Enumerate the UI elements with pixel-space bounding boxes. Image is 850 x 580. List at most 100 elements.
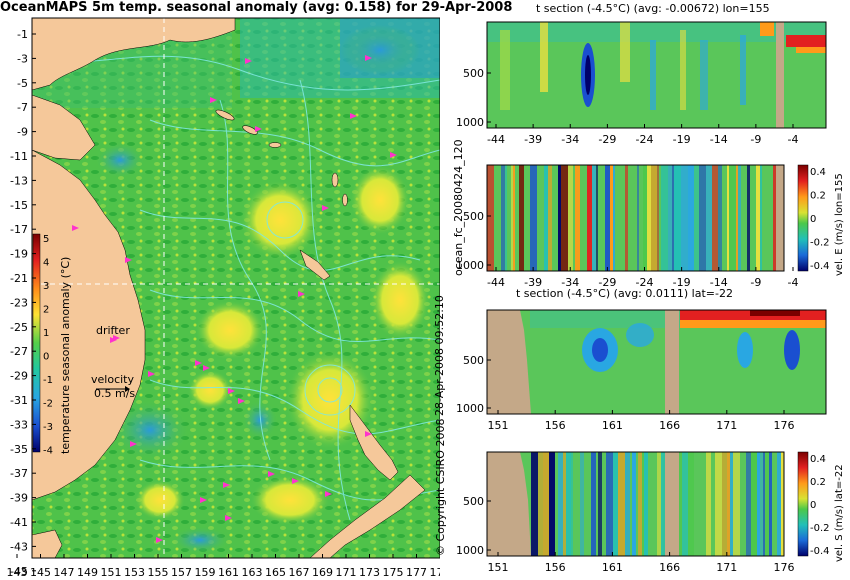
v-section-lat-colorbar xyxy=(797,451,809,557)
section-x-tick-label: -29 xyxy=(598,276,616,289)
lat-tick-label: -5 xyxy=(17,77,28,90)
section-y-tick-label: 500 xyxy=(463,210,484,223)
lat-tick-label: -9 xyxy=(17,126,28,139)
lat-tick-label: -13 xyxy=(10,174,28,187)
lat-tick-label: -15 xyxy=(10,199,28,212)
section-x-tick-label: -9 xyxy=(750,276,761,289)
section-x-tick-label: 176 xyxy=(774,561,795,574)
section-x-tick-label: -9 xyxy=(750,133,761,146)
section-y-tick-label: 500 xyxy=(463,67,484,80)
section-x-tick-label: 161 xyxy=(602,419,623,432)
drifter-legend-icon xyxy=(113,335,120,341)
lon-tick-label: 143 xyxy=(7,566,28,579)
velocity-label: velocity xyxy=(91,373,134,386)
section-x-tick-label: -34 xyxy=(561,276,579,289)
colorbar-tick-label: 5 xyxy=(43,234,49,245)
lon-tick-label: 177 xyxy=(406,566,427,579)
velocity-colorbar-tick-label: 0.2 xyxy=(810,477,826,488)
section-x-tick-label: -4 xyxy=(788,276,799,289)
t-section-lon-title: t section (-4.5°C) (avg: -0.00672) lon=1… xyxy=(536,2,770,15)
section-y-tick-label: 1000 xyxy=(456,116,484,129)
velocity-colorbar-tick-label: -0.4 xyxy=(810,546,830,557)
colorbar-tick-label: -4 xyxy=(43,446,53,457)
v-section-lat-plot[interactable] xyxy=(486,451,785,557)
velocity-colorbar-tick-label: -0.2 xyxy=(810,238,830,249)
section-x-tick-label: -44 xyxy=(487,133,505,146)
lon-tick-label: 155 xyxy=(148,566,169,579)
section-y-tick-label: 1000 xyxy=(456,544,484,557)
lat-tick-label: -37 xyxy=(10,467,28,480)
colorbar-tick-label: 1 xyxy=(43,328,49,339)
lon-tick-label: 145 xyxy=(30,566,51,579)
t-section-lat-title: t section (-4.5°C) (avg: 0.0111) lat=-22 xyxy=(516,287,733,300)
lon-tick-label: 149 xyxy=(77,566,98,579)
section-y-tick-label: 1000 xyxy=(456,402,484,415)
land-new-zealand xyxy=(349,404,399,481)
colorbar-tick-label: 0 xyxy=(43,352,49,363)
lon-tick-label: 151 xyxy=(101,566,122,579)
lon-tick-label: 161 xyxy=(218,566,239,579)
section-x-tick-label: 171 xyxy=(716,561,737,574)
v-section-lon-plot[interactable] xyxy=(486,164,785,272)
lon-tick-label: 175 xyxy=(383,566,404,579)
lon-tick-label: 179 xyxy=(430,566,441,579)
lat-tick-label: -21 xyxy=(10,272,28,285)
lon-tick-label: 153 xyxy=(124,566,145,579)
lat-tick-label: -7 xyxy=(17,101,28,114)
section-x-tick-label: 166 xyxy=(659,561,680,574)
lon-tick-label: 159 xyxy=(195,566,216,579)
lat-tick-label: -31 xyxy=(10,394,28,407)
timestamp-label: 28-Apr-2008 09:52:10 xyxy=(433,295,446,416)
anomaly-map[interactable]: 5 4 3 2 1 0 -1 -2 -3 -4 -1 -3 -5 -7 -9 -11 -13 -15 -17 -19… xyxy=(0,0,440,580)
velocity-colorbar-tick-label: 0.4 xyxy=(810,167,826,178)
colorbar-tick-label: -2 xyxy=(43,399,53,410)
lon-tick-label: 169 xyxy=(312,566,333,579)
lat-tick-label: -45 xyxy=(10,565,28,578)
velocity-colorbar-tick-label: 0 xyxy=(810,214,816,225)
map-colorbar-label: temperature seasonal anomaly (°C) xyxy=(59,256,72,454)
lat-tick-label: -17 xyxy=(10,223,28,236)
drifter-label: drifter xyxy=(96,324,130,337)
section-x-tick-label: -39 xyxy=(524,276,542,289)
section-x-tick-label: -44 xyxy=(487,276,505,289)
lat-tick-label: -11 xyxy=(10,150,28,163)
colorbar-tick-label: 2 xyxy=(43,305,49,316)
t-section-lon-plot[interactable] xyxy=(486,21,827,129)
lon-tick-label: 173 xyxy=(359,566,380,579)
section-x-tick-label: -14 xyxy=(710,133,728,146)
t-section-lat-plot[interactable] xyxy=(486,309,827,415)
model-run-label: ocean_fc_20080424_120 xyxy=(452,139,465,276)
section-x-tick-label: -19 xyxy=(673,133,691,146)
section-y-tick-label: 1000 xyxy=(456,259,484,272)
lat-tick-label: -3 xyxy=(17,52,28,65)
v-section-lon-colorbar xyxy=(797,164,809,272)
velocity-colorbar-tick-label: 0 xyxy=(810,500,816,511)
section-x-tick-label: -14 xyxy=(710,276,728,289)
section-x-tick-label: -29 xyxy=(598,133,616,146)
colorbar-tick-label: 3 xyxy=(43,281,49,292)
section-x-tick-label: -4 xyxy=(788,133,799,146)
lat-tick-label: -35 xyxy=(10,443,28,456)
map-title: OceanMAPS 5m temp. seasonal anomaly (avg… xyxy=(0,0,513,15)
land-australia xyxy=(31,149,146,501)
lat-tick-label: -33 xyxy=(10,418,28,431)
lat-tick-label: -43 xyxy=(10,540,28,553)
colorbar-tick-label: -3 xyxy=(43,422,53,433)
lon-tick-label: 157 xyxy=(171,566,192,579)
lat-tick-label: -1 xyxy=(17,28,28,41)
v-section-lon-colorbar-label: vel. E (m/s) lon=155 xyxy=(834,173,845,276)
land-new-caledonia xyxy=(299,249,331,281)
colorbar-tick-label: -1 xyxy=(43,375,53,386)
copyright-label: © Copyright CSIRO 2008 xyxy=(434,418,447,556)
lat-tick-label: -25 xyxy=(10,321,28,334)
lon-tick-label: 147 xyxy=(54,566,75,579)
colorbar-tick-label: 4 xyxy=(43,258,49,269)
lat-tick-label: -19 xyxy=(10,248,28,261)
velocity-colorbar-tick-label: -0.4 xyxy=(810,261,830,272)
section-x-tick-label: 151 xyxy=(488,561,509,574)
section-x-tick-label: -39 xyxy=(524,133,542,146)
section-x-tick-label: 156 xyxy=(545,561,566,574)
section-x-tick-label: -34 xyxy=(561,133,579,146)
velocity-colorbar-tick-label: 0.2 xyxy=(810,191,826,202)
drifter-markers[interactable] xyxy=(72,55,397,543)
